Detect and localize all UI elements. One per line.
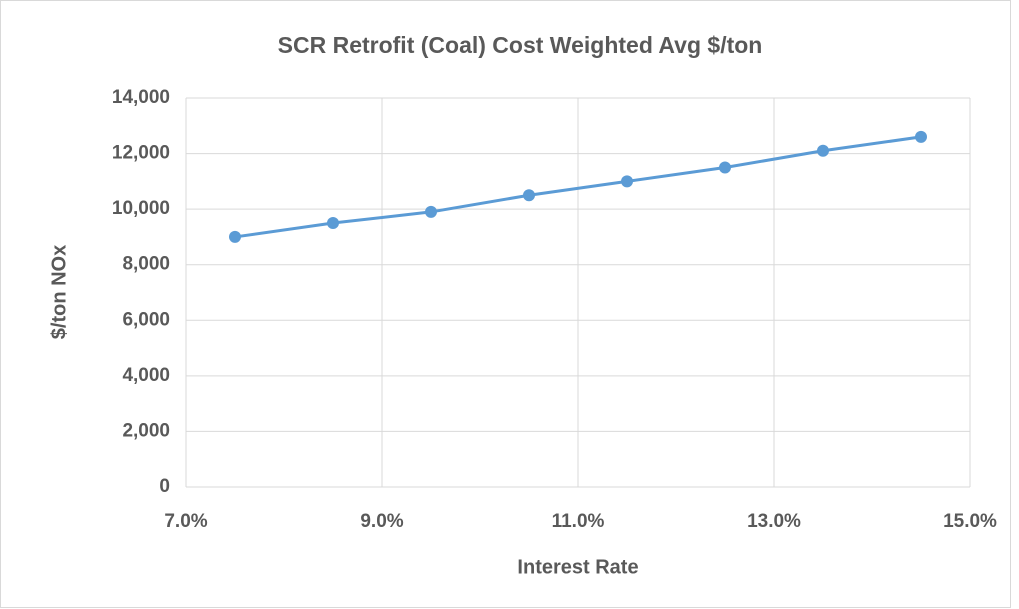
x-axis-title: Interest Rate bbox=[517, 556, 638, 578]
y-axis-title: $/ton NOx bbox=[48, 245, 70, 339]
data-point bbox=[621, 175, 633, 188]
y-tick-label: 8,000 bbox=[122, 254, 170, 275]
series-line bbox=[234, 135, 922, 239]
y-tick-label: 14,000 bbox=[112, 87, 170, 108]
x-tick-label: 11.0% bbox=[552, 511, 605, 532]
data-point bbox=[915, 130, 927, 143]
data-point bbox=[327, 217, 339, 230]
data-point bbox=[425, 205, 437, 218]
data-point bbox=[817, 144, 829, 157]
y-tick-label: 4,000 bbox=[122, 365, 170, 386]
x-tick-label: 15.0% bbox=[943, 511, 997, 532]
y-tick-label: 2,000 bbox=[122, 420, 170, 441]
y-tick-label: 6,000 bbox=[122, 309, 170, 330]
data-point bbox=[523, 189, 535, 202]
data-point bbox=[229, 230, 241, 243]
chart-title: SCR Retrofit (Coal) Cost Weighted Avg $/… bbox=[278, 32, 763, 58]
data-point bbox=[719, 161, 731, 174]
x-tick-label: 9.0% bbox=[360, 511, 403, 532]
x-tick-label: 7.0% bbox=[164, 511, 207, 532]
y-tick-label: 10,000 bbox=[112, 198, 170, 219]
y-tick-label: 12,000 bbox=[112, 143, 170, 164]
x-tick-label: 13.0% bbox=[747, 511, 801, 532]
y-tick-label: 0 bbox=[159, 476, 170, 497]
